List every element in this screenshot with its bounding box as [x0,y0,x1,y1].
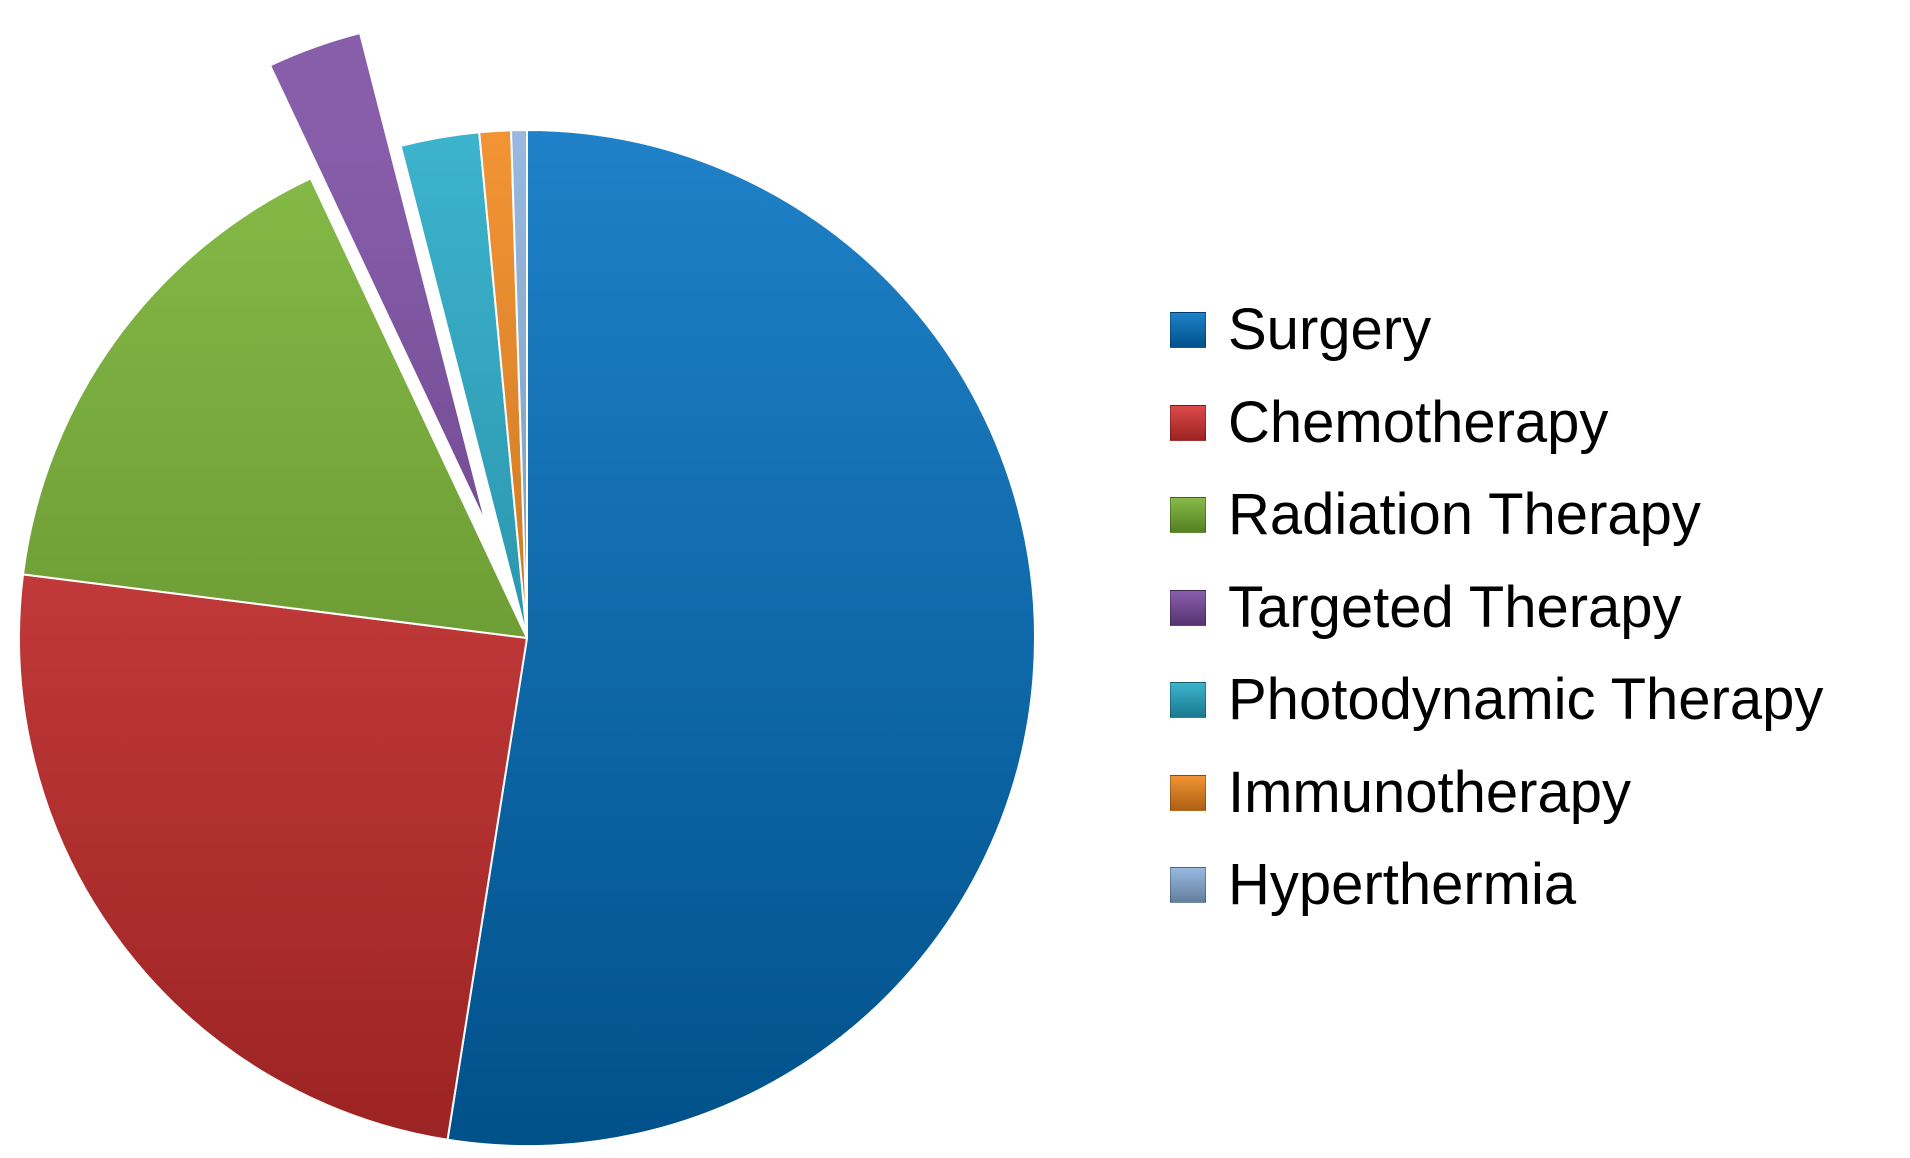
pie-slice-chemotherapy [18,573,528,1141]
legend: Surgery Chemotherapy Radiation Therapy T… [1170,284,1823,932]
legend-swatch-chemotherapy [1170,404,1206,441]
legend-item-hyperthermia: Hyperthermia [1170,839,1823,932]
legend-swatch-targeted-therapy [1170,589,1206,626]
legend-item-chemotherapy: Chemotherapy [1170,377,1823,470]
legend-swatch-radiation-therapy [1170,497,1206,534]
pie-slice-radiation-therapy [22,177,528,639]
legend-item-photodynamic-therapy: Photodynamic Therapy [1170,654,1823,747]
legend-label-radiation-therapy: Radiation Therapy [1228,482,1701,548]
legend-label-photodynamic-therapy: Photodynamic Therapy [1228,667,1824,733]
pie-slice-surgery [446,129,1036,1147]
legend-swatch-immunotherapy [1170,774,1206,811]
legend-label-immunotherapy: Immunotherapy [1228,759,1631,825]
legend-label-hyperthermia: Hyperthermia [1228,852,1577,918]
legend-item-immunotherapy: Immunotherapy [1170,747,1823,840]
legend-swatch-surgery [1170,312,1206,349]
legend-item-radiation-therapy: Radiation Therapy [1170,469,1823,562]
legend-item-targeted-therapy: Targeted Therapy [1170,562,1823,655]
legend-label-surgery: Surgery [1228,297,1432,363]
legend-swatch-photodynamic-therapy [1170,682,1206,719]
legend-swatch-hyperthermia [1170,867,1206,904]
legend-item-surgery: Surgery [1170,284,1823,377]
legend-label-targeted-therapy: Targeted Therapy [1228,574,1682,640]
pie-slice-targeted-therapy [269,32,488,527]
pie-slice-hyperthermia [510,129,528,639]
pie-slices [18,32,1036,1147]
legend-label-chemotherapy: Chemotherapy [1228,389,1609,455]
